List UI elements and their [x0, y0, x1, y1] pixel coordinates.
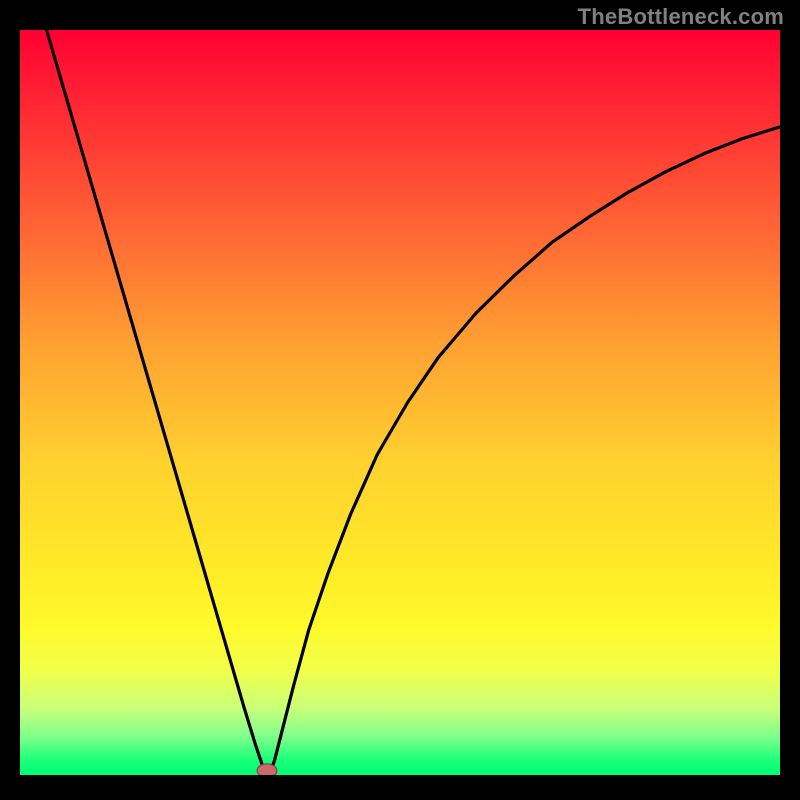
optimum-marker	[257, 764, 277, 775]
plot-area	[20, 30, 780, 775]
chart-root: TheBottleneck.com	[0, 0, 800, 800]
watermark-text: TheBottleneck.com	[578, 4, 784, 30]
gradient-background	[20, 30, 780, 775]
plot-svg	[20, 30, 780, 775]
